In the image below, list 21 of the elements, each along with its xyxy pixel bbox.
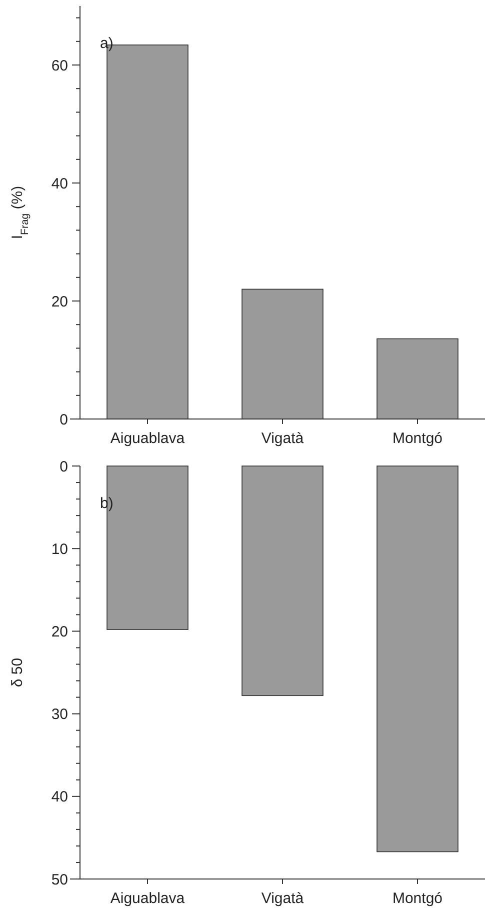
x-tick-label: Montgó — [392, 430, 443, 447]
y-tick-label: 10 — [51, 540, 68, 558]
y-tick-label: 0 — [60, 458, 68, 476]
y-tick-label: 20 — [51, 293, 68, 310]
x-tick-label: Aiguablava — [110, 890, 186, 907]
y-tick-label: 20 — [51, 623, 68, 640]
y-tick-label: 50 — [51, 871, 68, 888]
y-tick-label: 40 — [51, 175, 68, 192]
x-tick-label: Aiguablava — [110, 430, 186, 447]
y-tick-label: 40 — [51, 788, 68, 806]
y-tick-label: 60 — [51, 57, 68, 74]
y-tick-label: 30 — [51, 706, 68, 724]
x-tick-label: Vigatà — [261, 890, 304, 907]
annotation: a) — [100, 35, 114, 52]
x-tick-label: Montgó — [392, 890, 443, 907]
x-tick-label: Vigatà — [261, 430, 304, 447]
y-axis-title: δ 50 — [9, 658, 26, 688]
bar — [242, 466, 324, 696]
bar — [376, 466, 458, 852]
y-tick-label: 0 — [60, 411, 68, 428]
annotation: b) — [100, 495, 114, 512]
